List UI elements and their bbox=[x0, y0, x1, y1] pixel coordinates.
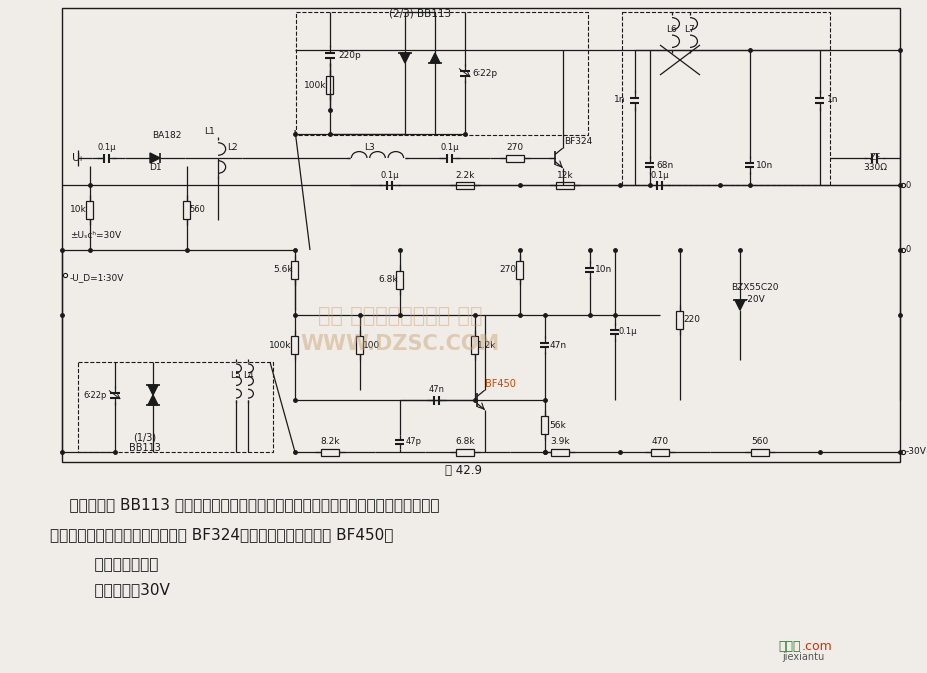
Text: 0: 0 bbox=[905, 180, 910, 190]
Bar bbox=[326, 76, 333, 94]
Bar bbox=[621, 12, 829, 185]
Text: 0.1μ: 0.1μ bbox=[618, 328, 637, 336]
Bar bbox=[396, 271, 403, 289]
Bar bbox=[184, 201, 190, 219]
Text: BA182: BA182 bbox=[152, 131, 182, 139]
Polygon shape bbox=[150, 153, 159, 163]
Text: 10k: 10k bbox=[70, 205, 86, 215]
Text: -20V: -20V bbox=[743, 295, 765, 304]
Bar bbox=[291, 261, 298, 279]
Text: 5.6k: 5.6k bbox=[273, 266, 293, 275]
Text: L5: L5 bbox=[231, 371, 241, 380]
Text: 1n: 1n bbox=[614, 96, 625, 104]
Text: 270: 270 bbox=[506, 143, 523, 153]
Text: 12k: 12k bbox=[556, 170, 573, 180]
Text: 该电路采用 BB113 三调谐二极管，并可达到采用普通可变电容短波调谐器所具有的各: 该电路采用 BB113 三调谐二极管，并可达到采用普通可变电容短波调谐器所具有的… bbox=[50, 497, 439, 512]
Text: 项指标数据。混频级采用硒晶体管 BF324，振荡器采用硒晶体管 BF450。: 项指标数据。混频级采用硒晶体管 BF324，振荡器采用硒晶体管 BF450。 bbox=[50, 527, 393, 542]
Bar bbox=[471, 336, 478, 354]
Text: L6: L6 bbox=[666, 26, 677, 34]
Bar bbox=[296, 12, 588, 135]
Text: 270: 270 bbox=[499, 266, 516, 275]
Text: ZF: ZF bbox=[869, 153, 880, 162]
Bar bbox=[541, 416, 548, 434]
Text: 6∶22p: 6∶22p bbox=[472, 69, 497, 77]
Text: Uᵢ: Uᵢ bbox=[72, 153, 82, 163]
Text: (1/3): (1/3) bbox=[133, 432, 157, 442]
Polygon shape bbox=[429, 53, 439, 63]
Polygon shape bbox=[147, 395, 158, 405]
Text: 2.2k: 2.2k bbox=[455, 170, 475, 180]
Bar bbox=[455, 182, 474, 188]
Text: .com: .com bbox=[801, 639, 832, 653]
Bar bbox=[555, 182, 574, 188]
Bar bbox=[62, 8, 899, 462]
Text: 560: 560 bbox=[189, 205, 205, 215]
Text: L3: L3 bbox=[364, 143, 375, 153]
Text: 6.8k: 6.8k bbox=[378, 275, 398, 285]
Bar bbox=[356, 336, 363, 354]
Text: 560: 560 bbox=[751, 437, 768, 446]
Text: L2: L2 bbox=[226, 143, 237, 153]
Bar bbox=[78, 362, 273, 452]
Text: 0.1μ: 0.1μ bbox=[440, 143, 459, 153]
Text: 工作电压：30V: 工作电压：30V bbox=[75, 582, 170, 597]
Text: 1n: 1n bbox=[826, 96, 838, 104]
Bar bbox=[676, 311, 683, 329]
Text: 0.1μ: 0.1μ bbox=[650, 170, 668, 180]
Text: 470: 470 bbox=[651, 437, 667, 446]
Bar bbox=[651, 448, 668, 456]
Text: 100: 100 bbox=[363, 341, 380, 349]
Text: 56k: 56k bbox=[549, 421, 565, 429]
Bar bbox=[516, 261, 523, 279]
Text: 6.8k: 6.8k bbox=[455, 437, 475, 446]
Bar bbox=[291, 336, 298, 354]
Text: 100k: 100k bbox=[303, 81, 326, 90]
Polygon shape bbox=[400, 53, 410, 63]
Text: 10n: 10n bbox=[756, 160, 773, 170]
Text: 0.1μ: 0.1μ bbox=[97, 143, 116, 153]
Text: 10n: 10n bbox=[595, 266, 612, 275]
Bar bbox=[750, 448, 768, 456]
Text: 图 42.9: 图 42.9 bbox=[445, 464, 482, 476]
Text: 47n: 47n bbox=[549, 341, 566, 349]
Text: 68n: 68n bbox=[655, 160, 673, 170]
Text: 100k: 100k bbox=[269, 341, 291, 349]
Text: 0.1μ: 0.1μ bbox=[380, 170, 399, 180]
Text: 3.9k: 3.9k bbox=[550, 437, 569, 446]
Bar bbox=[505, 155, 524, 162]
Text: 0: 0 bbox=[905, 246, 910, 254]
Text: 6∶22p: 6∶22p bbox=[83, 390, 107, 400]
Text: L1: L1 bbox=[205, 127, 215, 137]
Text: 8.2k: 8.2k bbox=[320, 437, 339, 446]
Text: BF450: BF450 bbox=[484, 379, 514, 389]
Text: BF324: BF324 bbox=[564, 137, 591, 147]
Text: 47p: 47p bbox=[406, 437, 422, 446]
Text: 220: 220 bbox=[683, 316, 700, 324]
Text: 47n: 47n bbox=[428, 386, 445, 394]
Bar bbox=[455, 448, 474, 456]
Text: BZX55C20: BZX55C20 bbox=[730, 283, 778, 293]
Bar bbox=[551, 448, 568, 456]
Text: 330Ω: 330Ω bbox=[862, 164, 886, 172]
Text: 220p: 220p bbox=[338, 50, 361, 59]
Polygon shape bbox=[734, 300, 744, 310]
Text: -30V: -30V bbox=[905, 448, 926, 456]
Text: L7: L7 bbox=[684, 26, 694, 34]
Text: D1: D1 bbox=[148, 164, 161, 172]
Text: (2/3) BB113: (2/3) BB113 bbox=[388, 9, 451, 19]
Bar bbox=[86, 201, 94, 219]
Text: BB113: BB113 bbox=[129, 443, 160, 453]
Text: ±Uₛᴄʰ=30V: ±Uₛᴄʰ=30V bbox=[70, 230, 121, 240]
Text: 接线图: 接线图 bbox=[778, 639, 800, 653]
Polygon shape bbox=[147, 385, 158, 395]
Text: 杭州 路鑫库电子市场网 公司
WWW.DZSC.COM: 杭州 路鑫库电子市场网 公司 WWW.DZSC.COM bbox=[300, 306, 499, 354]
Text: L4: L4 bbox=[243, 371, 253, 380]
Text: jiexiantu: jiexiantu bbox=[781, 652, 823, 662]
Text: 1.2k: 1.2k bbox=[476, 341, 496, 349]
Text: 主要技术数据：: 主要技术数据： bbox=[75, 557, 159, 572]
Text: -U_D=1∶30V: -U_D=1∶30V bbox=[70, 273, 124, 283]
Bar bbox=[321, 448, 338, 456]
